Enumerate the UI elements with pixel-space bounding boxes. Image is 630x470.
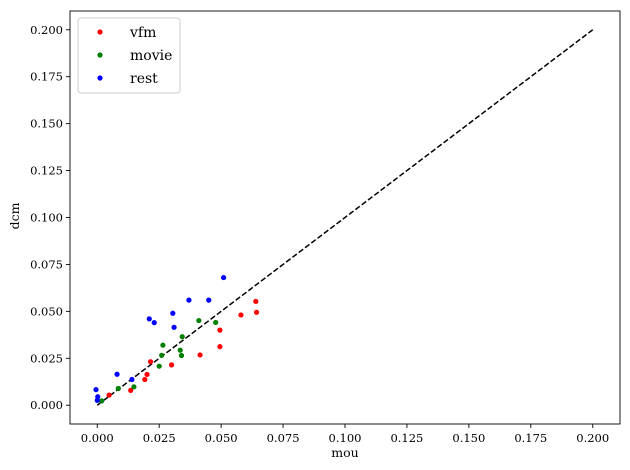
x-tick-label: 0.150 bbox=[452, 431, 485, 445]
x-axis-label: mou bbox=[331, 445, 358, 460]
series-vfm bbox=[106, 298, 260, 398]
point-rest bbox=[221, 274, 227, 281]
point-rest bbox=[146, 316, 152, 322]
point-movie bbox=[177, 347, 183, 353]
point-vfm bbox=[144, 371, 150, 378]
legend-marker bbox=[97, 75, 103, 81]
legend-marker bbox=[97, 52, 103, 58]
point-movie bbox=[196, 317, 202, 324]
point-movie bbox=[159, 352, 165, 358]
y-tick-label: 0.075 bbox=[30, 257, 63, 271]
point-vfm bbox=[106, 392, 112, 398]
point-movie bbox=[160, 342, 166, 348]
point-vfm bbox=[147, 359, 154, 365]
point-rest bbox=[206, 297, 212, 303]
point-vfm bbox=[253, 309, 260, 315]
point-movie bbox=[213, 319, 219, 326]
point-vfm bbox=[142, 376, 148, 383]
y-tick-label: 0.100 bbox=[30, 211, 63, 225]
point-rest bbox=[114, 371, 120, 377]
point-movie bbox=[179, 334, 185, 340]
point-rest bbox=[95, 394, 101, 400]
point-movie bbox=[156, 363, 162, 369]
point-vfm bbox=[128, 387, 134, 393]
y-axis-label: dcm bbox=[7, 202, 22, 229]
x-tick-label: 0.125 bbox=[390, 431, 423, 445]
series-movie bbox=[99, 317, 219, 404]
legend-label: rest bbox=[130, 71, 158, 87]
legend-item-vfm: vfm bbox=[97, 25, 156, 41]
point-vfm bbox=[238, 312, 244, 318]
reference-line-y-equals-x bbox=[96, 29, 594, 406]
point-vfm bbox=[168, 362, 175, 368]
point-vfm bbox=[217, 327, 223, 333]
y-tick-label: 0.175 bbox=[30, 70, 63, 84]
point-vfm bbox=[253, 298, 259, 305]
x-tick-label: 0.025 bbox=[143, 431, 176, 445]
legend: vfm movie rest bbox=[77, 17, 181, 94]
legend-marker bbox=[97, 29, 103, 35]
point-rest bbox=[93, 387, 99, 393]
data-layer bbox=[93, 29, 594, 406]
legend-label: movie bbox=[130, 48, 172, 64]
y-tick-label: 0.125 bbox=[30, 164, 63, 178]
point-rest bbox=[151, 320, 157, 326]
axes-layer: 0.000 0.025 0.050 0.075 0.100 0.125 0.150 0.175… bbox=[30, 10, 621, 445]
point-vfm bbox=[217, 344, 223, 350]
y-tick-label: 0.000 bbox=[30, 398, 63, 412]
y-tick-label: 0.150 bbox=[30, 117, 63, 131]
point-rest bbox=[171, 324, 177, 330]
point-rest bbox=[170, 310, 176, 316]
point-rest bbox=[129, 376, 135, 383]
x-tick-label: 0.000 bbox=[81, 431, 114, 445]
y-tick-label: 0.050 bbox=[30, 304, 63, 318]
x-tick-label: 0.100 bbox=[329, 431, 362, 445]
y-tick-label: 0.025 bbox=[30, 351, 63, 365]
y-tick-label: 0.200 bbox=[30, 23, 63, 37]
point-rest bbox=[186, 297, 192, 303]
point-vfm bbox=[197, 352, 203, 358]
x-tick-label: 0.075 bbox=[267, 431, 300, 445]
point-movie bbox=[178, 352, 185, 359]
x-tick-label: 0.200 bbox=[576, 431, 609, 445]
legend-label: vfm bbox=[129, 25, 156, 41]
legend-item-movie: movie bbox=[97, 48, 172, 64]
x-tick-label: 0.175 bbox=[514, 431, 547, 445]
x-tick-label: 0.050 bbox=[205, 431, 238, 445]
legend-item-rest: rest bbox=[97, 71, 158, 87]
point-movie bbox=[131, 384, 137, 390]
legend-box bbox=[77, 17, 181, 94]
point-movie bbox=[115, 385, 121, 392]
series-rest bbox=[93, 274, 227, 403]
point-movie bbox=[99, 398, 105, 404]
